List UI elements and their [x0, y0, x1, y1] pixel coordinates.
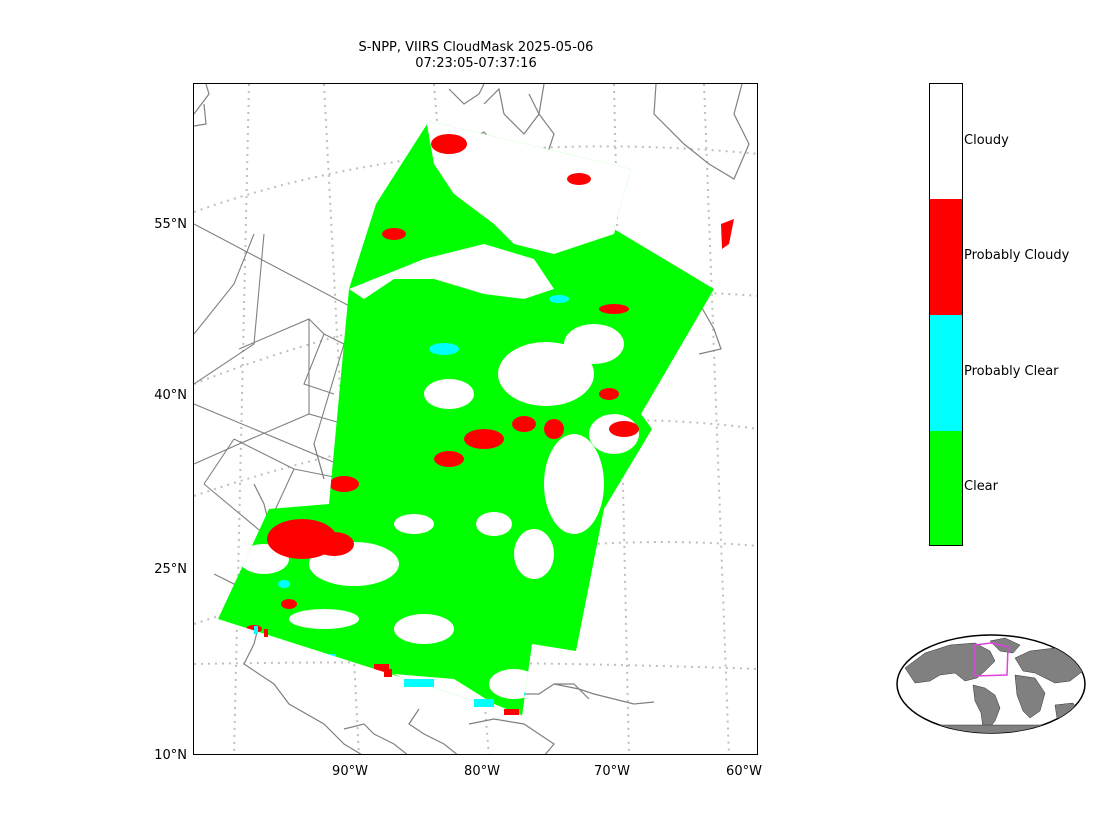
colorbar-label-cloudy: Cloudy: [964, 133, 1009, 148]
lat-label-55: 55°N: [154, 217, 187, 232]
lat-label-25: 25°N: [154, 562, 187, 577]
colorbar-label-probably-clear: Probably Clear: [964, 364, 1059, 379]
map-panel: [193, 83, 758, 755]
map-title: S-NPP, VIIRS CloudMask 2025-05-06: [358, 40, 594, 55]
colorbar-cloudy: [930, 84, 962, 199]
colorbar-probably-cloudy: [930, 199, 962, 315]
lon-label-90w: 90°W: [332, 764, 368, 779]
cloud-mask-swath: [218, 121, 714, 716]
lon-label-80w: 80°W: [464, 764, 500, 779]
lon-label-70w: 70°W: [594, 764, 630, 779]
colorbar-probably-clear: [930, 315, 962, 431]
probably-cloudy-pixels: [246, 134, 639, 679]
inset-region-outline: [974, 642, 1009, 677]
map-time-range: 07:23:05-07:37:16: [415, 56, 537, 71]
swath-edge-artifacts: [254, 626, 519, 715]
lon-label-60w: 60°W: [726, 764, 762, 779]
colorbar: [929, 83, 963, 546]
inset-world-map: [896, 634, 1086, 734]
colorbar-label-probably-cloudy: Probably Cloudy: [964, 248, 1070, 263]
map-canvas: [194, 84, 757, 754]
lat-label-10: 10°N: [154, 748, 187, 763]
edge-speck: [721, 219, 734, 249]
lat-label-40: 40°N: [154, 388, 187, 403]
colorbar-label-clear: Clear: [964, 479, 998, 494]
colorbar-clear: [930, 431, 962, 545]
